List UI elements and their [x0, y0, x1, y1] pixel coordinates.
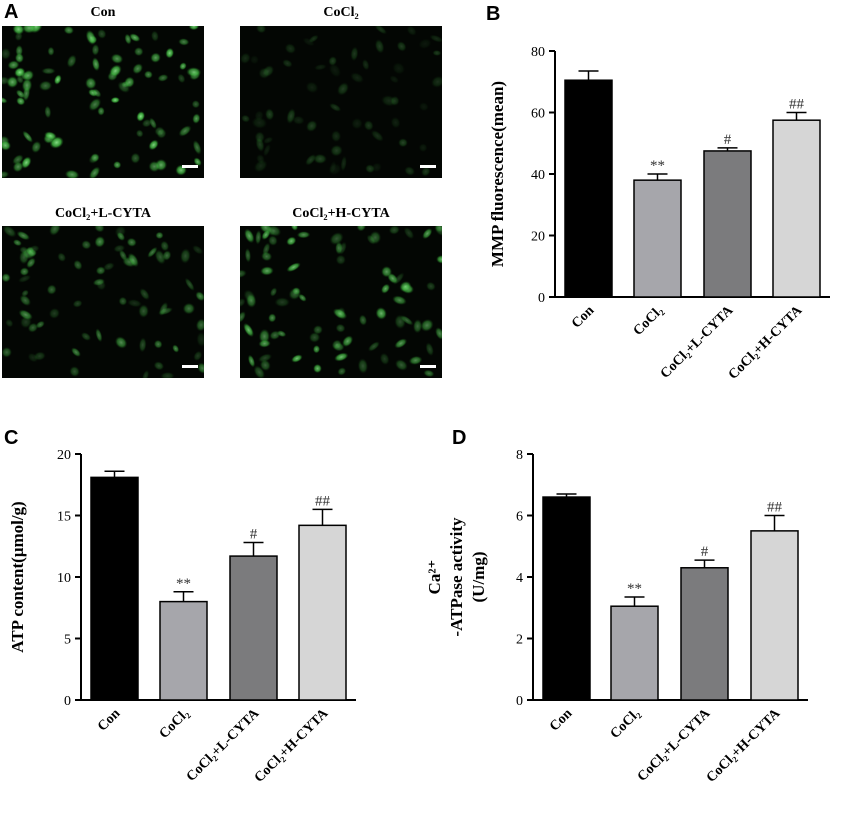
bar-3	[229, 555, 278, 701]
panel-letter-a: A	[4, 1, 18, 23]
micrograph-title: CoCl₂	[323, 5, 358, 20]
bar-4	[298, 524, 347, 701]
y-tick-label: 5	[64, 633, 71, 648]
bar-2	[633, 179, 682, 298]
chart-c-atp-content: 0 5 10 15 20 Con ** CoCl₂ # CoCl₂+L-CYTA ## CoCl₂+H…	[8, 448, 356, 786]
y-tick-label: 2	[516, 633, 523, 648]
micrograph-title: CoCl₂+H-CYTA	[292, 206, 390, 221]
significance-mark: ##	[767, 500, 783, 516]
scale-bar	[420, 165, 436, 168]
y-tick-label: 10	[57, 571, 71, 586]
category-label: CoCl₂+H-CYTA	[726, 303, 806, 383]
y-tick-label: 0	[538, 291, 545, 306]
category-label: CoCl₂+L-CYTA	[184, 706, 263, 785]
significance-mark: ##	[789, 97, 805, 113]
micrograph-image	[2, 26, 204, 178]
chart-b-mmp-fluorescence: 0 20 40 60 80 Con ** CoCl₂ # CoCl₂+L-CYTA ## CoCl₂+…	[488, 45, 830, 383]
error-bar	[578, 70, 599, 81]
micrograph-image	[2, 226, 204, 378]
y-axis-label: MMP fluorescence(mean)	[488, 81, 507, 267]
micrograph-grid: Con CoCl₂ CoCl₂+L-CYTA CoCl₂+H-CYTA	[2, 5, 442, 378]
y-axis-label-line: Ca²⁺	[425, 560, 444, 595]
significance-mark: **	[650, 158, 665, 174]
y-tick-label: 80	[531, 45, 545, 60]
category-label: CoCl₂+H-CYTA	[704, 706, 784, 786]
y-tick-label: 6	[516, 510, 523, 525]
category-label: Con	[569, 303, 597, 331]
error-bar	[556, 493, 577, 498]
scale-bar	[182, 165, 198, 168]
category-label: CoCl₂	[157, 706, 193, 742]
y-tick-label: 40	[531, 168, 545, 183]
error-bar	[717, 147, 738, 151]
bar-2	[610, 605, 659, 701]
bar-1	[564, 79, 613, 298]
bar-1	[542, 496, 591, 701]
error-bar	[647, 173, 668, 181]
micrograph-image	[240, 226, 442, 378]
y-tick-label: 20	[57, 448, 71, 463]
category-label: Con	[547, 706, 575, 734]
y-tick-label: 8	[516, 448, 523, 463]
bar-1	[90, 476, 139, 701]
panel-letter-b: B	[486, 3, 500, 25]
y-tick-label: 60	[531, 107, 545, 122]
significance-mark: #	[250, 527, 258, 543]
y-tick-label: 4	[516, 571, 523, 586]
y-tick-label: 15	[57, 510, 71, 525]
category-label: CoCl₂	[608, 706, 644, 742]
micrograph-title: CoCl₂+L-CYTA	[55, 206, 152, 221]
y-axis-label-line: -ATPase activity	[447, 517, 466, 637]
scale-bar	[182, 365, 198, 368]
micrograph-image	[240, 26, 442, 178]
error-bar	[243, 541, 264, 557]
y-tick-label: 0	[64, 694, 71, 709]
significance-mark: **	[627, 581, 642, 597]
significance-mark: #	[701, 544, 709, 560]
significance-mark: ##	[315, 493, 331, 509]
error-bar	[624, 596, 645, 607]
bar-3	[680, 567, 729, 701]
y-axis-label: ATP content(μmol/g)	[8, 501, 27, 652]
y-axis-label-line: (U/mg)	[469, 552, 488, 603]
chart-d-atpase-activity: 0 2 4 6 8 Con ** CoCl₂ # CoCl₂+L-CYTA ## CoCl₂+H-CY…	[425, 448, 808, 786]
scale-bar	[420, 365, 436, 368]
panel-letter-c: C	[4, 427, 18, 449]
error-bar	[312, 508, 333, 526]
bar-2	[159, 600, 208, 701]
significance-mark: #	[724, 132, 732, 148]
y-axis-label: Ca²⁺ -ATPase activity (U/mg)	[425, 517, 488, 637]
bar-4	[750, 530, 799, 701]
y-tick-label: 20	[531, 230, 545, 245]
significance-mark: **	[176, 576, 191, 592]
category-label: CoCl₂+H-CYTA	[252, 706, 332, 786]
panel-letter-d: D	[452, 427, 466, 449]
category-label: CoCl₂+L-CYTA	[635, 706, 714, 785]
y-tick-label: 0	[516, 694, 523, 709]
category-label: CoCl₂+L-CYTA	[658, 303, 737, 382]
category-label: CoCl₂	[631, 303, 667, 339]
bar-3	[703, 150, 752, 298]
error-bar	[173, 591, 194, 602]
category-label: Con	[95, 706, 123, 734]
bar-4	[772, 119, 821, 298]
error-bar	[694, 559, 715, 568]
micrograph-title: Con	[91, 5, 116, 20]
error-bar	[764, 514, 785, 531]
error-bar	[104, 470, 125, 478]
error-bar	[786, 111, 807, 121]
